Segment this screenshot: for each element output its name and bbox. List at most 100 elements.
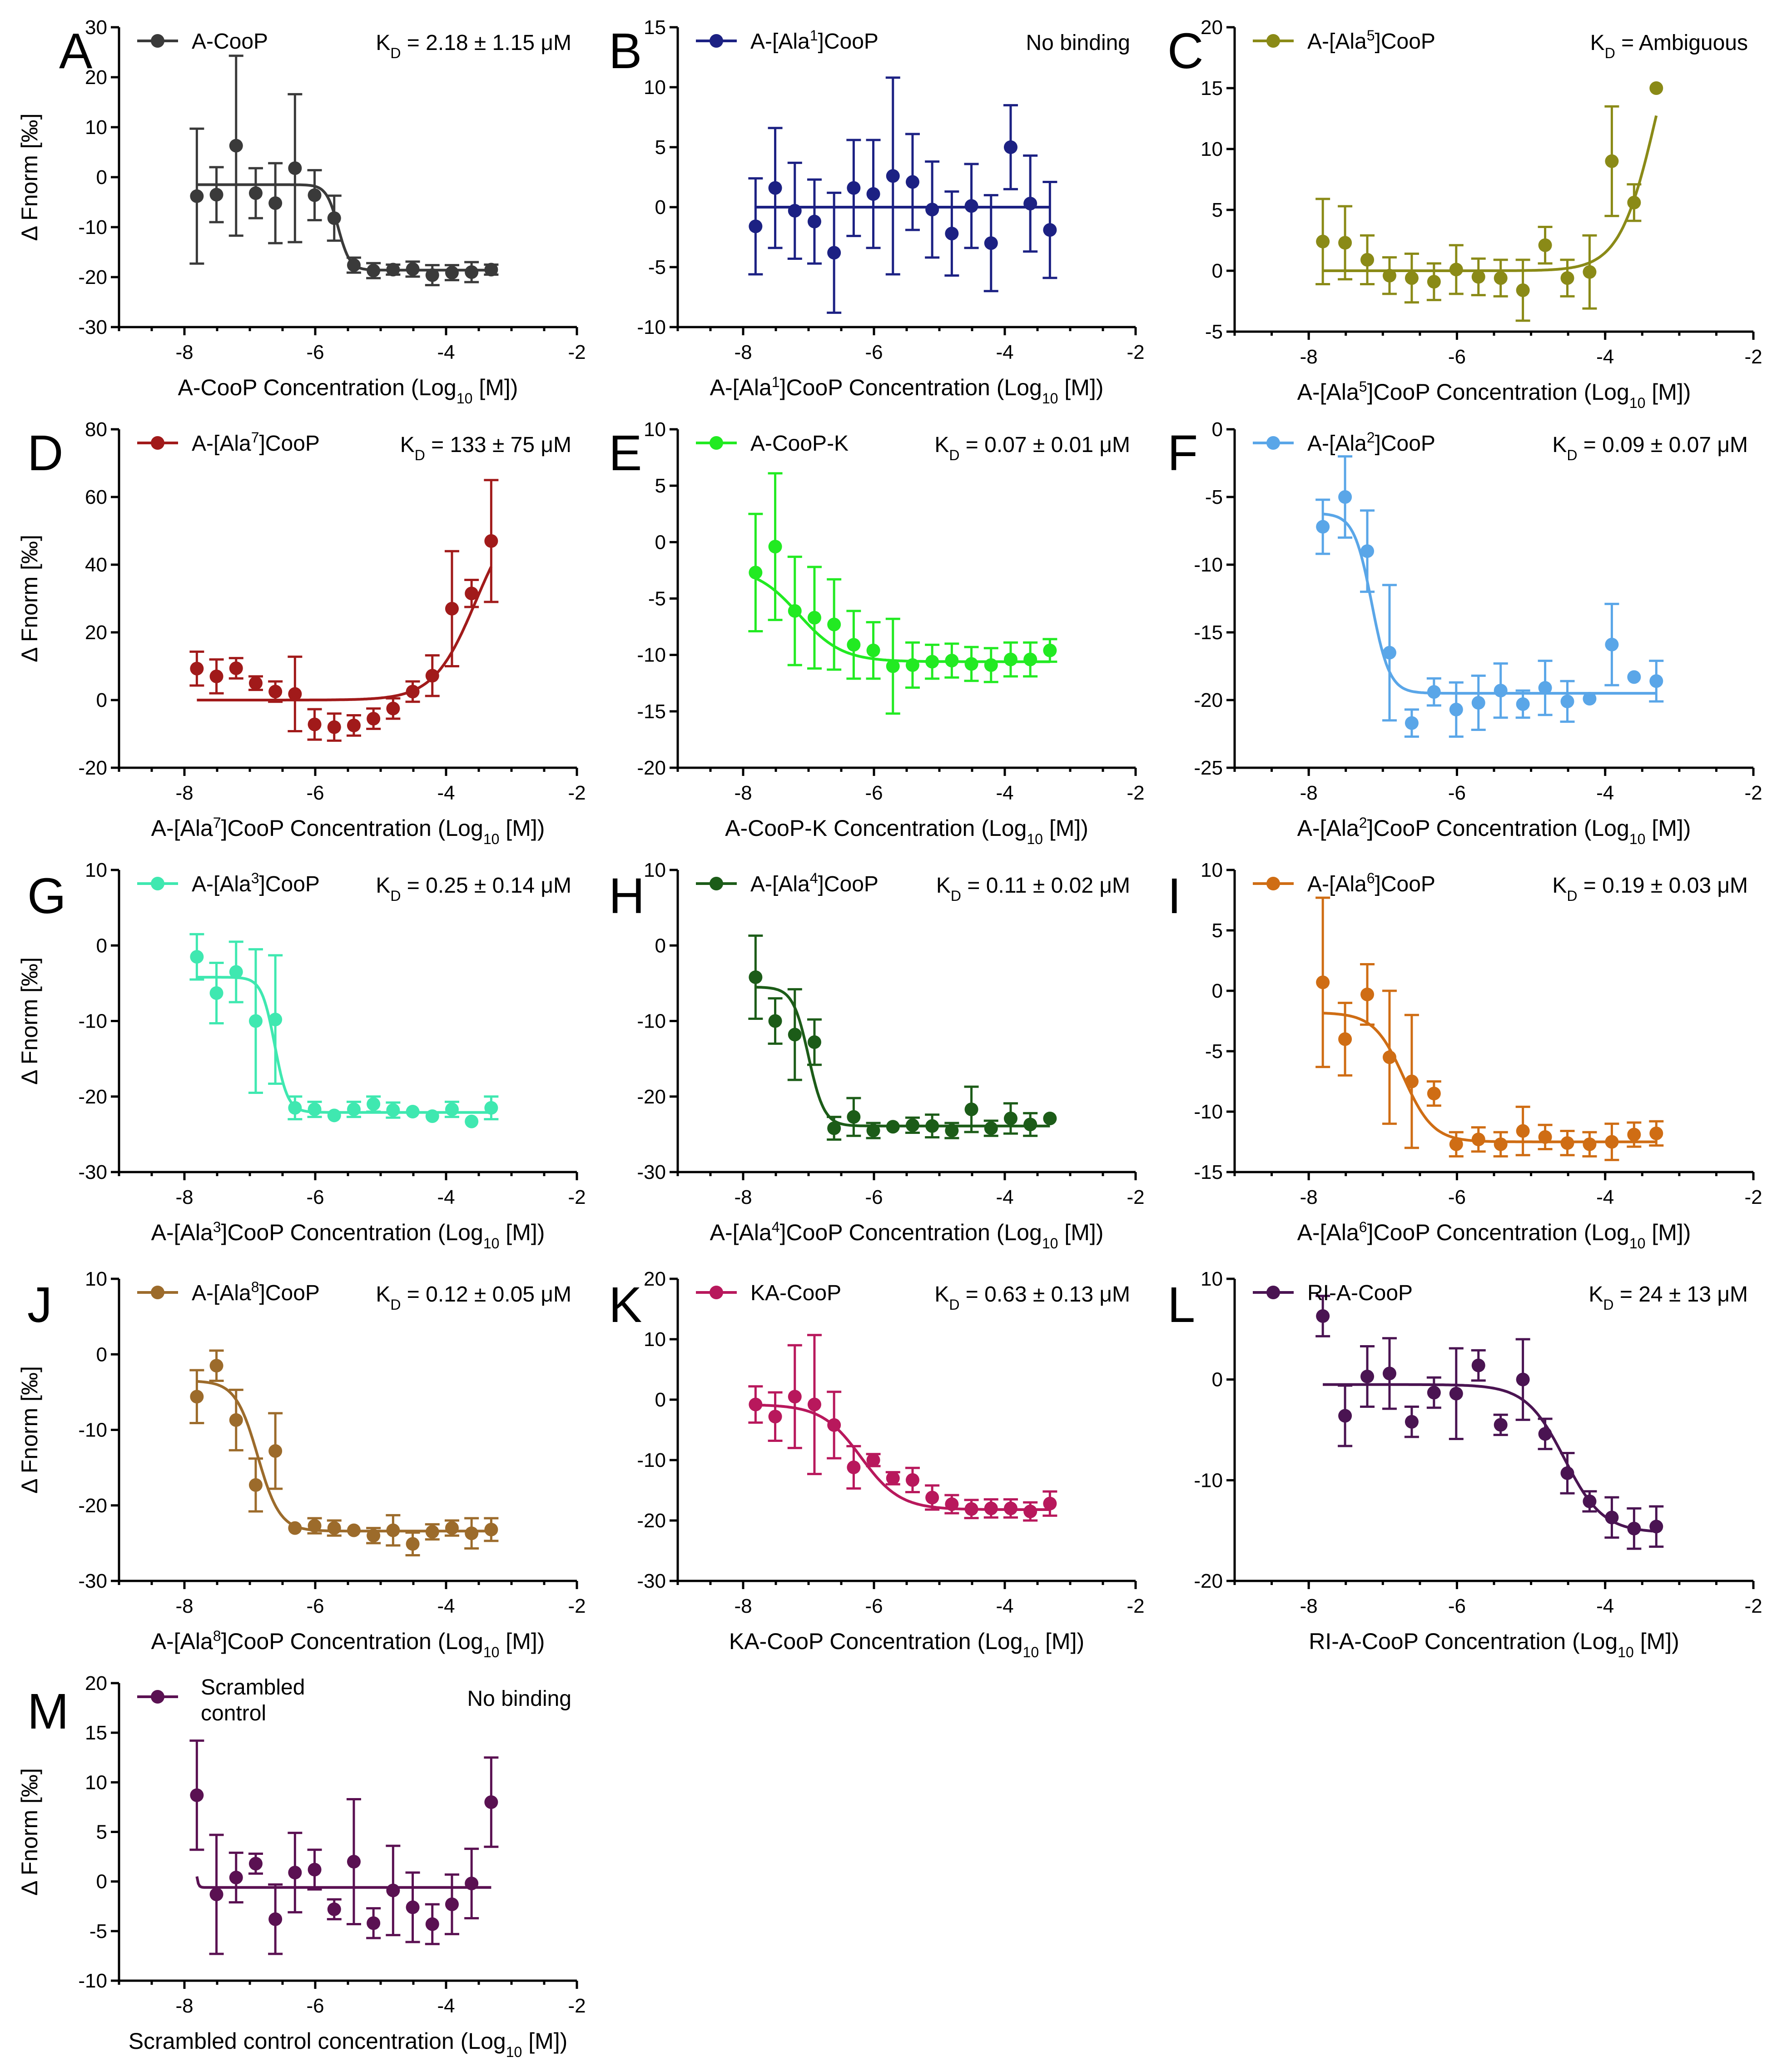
x-axis-title-text: Scrambled control concentration (Log [129, 2028, 506, 2054]
legend-marker [151, 436, 164, 450]
data-point [1516, 697, 1530, 711]
data-point [1382, 1366, 1396, 1381]
kd-annotation: KD = 0.19 ± 0.03 μM [1552, 874, 1748, 904]
x-axis-title-text: A-[Ala [1297, 379, 1359, 405]
data-point [425, 268, 439, 282]
data-point [308, 1519, 322, 1533]
x-axis-title-text: A-[Ala [1297, 1220, 1359, 1245]
data-point [1360, 1370, 1375, 1384]
x-tick-label: -8 [175, 782, 193, 804]
data-point [248, 676, 263, 690]
x-axis-title: RI-A-CooP Concentration (Log10 [M]) [1309, 1629, 1679, 1660]
y-tick-label: -15 [637, 701, 666, 723]
data-point [367, 263, 381, 278]
legend-sup: 6 [1367, 870, 1375, 886]
data-point [1003, 1111, 1018, 1125]
data-point [190, 1390, 204, 1404]
x-axis-title-text: KA-CooP Concentration (Log [729, 1629, 1023, 1654]
kd-sub: D [390, 1297, 401, 1313]
legend-label: RI-A-CooP [1307, 1281, 1413, 1305]
fit-curve [755, 577, 1050, 663]
data-point [788, 1028, 802, 1042]
x-tick-label: -4 [437, 1186, 455, 1208]
legend-sup: 4 [810, 870, 818, 886]
data-point [1605, 637, 1619, 651]
x-tick-label: -8 [175, 341, 193, 363]
kd-text: K [400, 433, 415, 457]
data-point [768, 540, 782, 554]
kd-sub: D [949, 447, 959, 463]
x-tick-label: -6 [306, 1995, 324, 2017]
data-point [209, 1359, 223, 1373]
y-tick-label: -5 [1205, 486, 1223, 508]
data-point [905, 175, 919, 189]
y-tick-label: -10 [637, 1449, 666, 1471]
legend-label: A-[Ala3]CooP [192, 870, 320, 896]
x-axis-title-sub: 10 [457, 390, 473, 407]
data-point [190, 189, 204, 203]
data-point [406, 1900, 420, 1914]
y-tick-label: -30 [78, 316, 107, 338]
x-axis-title-text: A-CooP Concentration (Log [178, 375, 457, 400]
kd-annotation: KD = 24 ± 13 μM [1588, 1282, 1748, 1313]
y-tick-label: 0 [96, 934, 107, 957]
y-tick-label: -20 [78, 266, 107, 288]
kd-sub: D [951, 888, 961, 904]
x-tick-label: -2 [1127, 1186, 1144, 1208]
kd-sub: D [415, 447, 425, 463]
panel-A: A -8 -6 -4 -2 -30 -20 -10 0 10 20 30 Δ Fnorm [‰] A-Co… [17, 16, 586, 407]
x-tick-label: -2 [1744, 1595, 1762, 1617]
data-point [1405, 1074, 1419, 1088]
y-tick-label: 20 [85, 621, 107, 644]
data-point [445, 601, 459, 616]
y-tick-label: 10 [1201, 1268, 1223, 1290]
x-axis-title-text: A-[Ala [710, 375, 772, 400]
legend-marker [1266, 877, 1280, 890]
y-tick-label: -10 [78, 216, 107, 239]
data-point [964, 199, 978, 213]
data-point [1316, 1309, 1330, 1323]
panel-letter: F [1167, 425, 1198, 481]
data-point [1471, 696, 1485, 710]
x-tick-label: -6 [865, 341, 883, 363]
data-point [1043, 1496, 1057, 1511]
data-point [1449, 1137, 1463, 1151]
data-point [807, 214, 821, 229]
x-axis-title-text: ]CooP Concentration (Log [221, 1629, 483, 1654]
data-point [1560, 1136, 1574, 1150]
kd-text: = 0.25 ± 0.14 μM [401, 874, 571, 898]
panel-letter: A [59, 23, 93, 79]
data-point [288, 1101, 302, 1115]
x-tick-label: -8 [1300, 1595, 1318, 1617]
data-point [1427, 685, 1441, 699]
y-tick-label: -20 [78, 757, 107, 779]
x-axis-title-text: [M]) [499, 815, 545, 841]
y-tick-label: 0 [1212, 1369, 1223, 1391]
x-tick-label: -8 [175, 1995, 193, 2017]
data-point [1516, 283, 1530, 297]
data-point [347, 1523, 361, 1537]
kd-text: = 0.09 ± 0.07 μM [1577, 433, 1748, 457]
data-point [386, 701, 400, 716]
x-axis-title-text: ]CooP Concentration (Log [1367, 1220, 1629, 1245]
data-point [347, 718, 361, 732]
y-tick-label: 15 [85, 1722, 107, 1744]
x-axis-title-sup: 8 [213, 1628, 221, 1644]
y-tick-label: 10 [85, 116, 107, 139]
data-point [425, 1109, 439, 1123]
kd-sub: D [1567, 447, 1577, 463]
data-point [288, 161, 302, 175]
data-point [1583, 692, 1597, 706]
y-tick-label: -5 [648, 256, 666, 278]
data-point [386, 1103, 400, 1117]
panel-letter: H [609, 868, 645, 924]
fit-curve [197, 566, 493, 701]
panel-letter: E [609, 425, 642, 481]
y-tick-label: 10 [85, 859, 107, 881]
y-axis-title: Δ Fnorm [‰] [17, 1768, 42, 1896]
data-point [190, 1788, 204, 1802]
data-point [308, 1103, 322, 1117]
legend-marker [1266, 34, 1280, 48]
